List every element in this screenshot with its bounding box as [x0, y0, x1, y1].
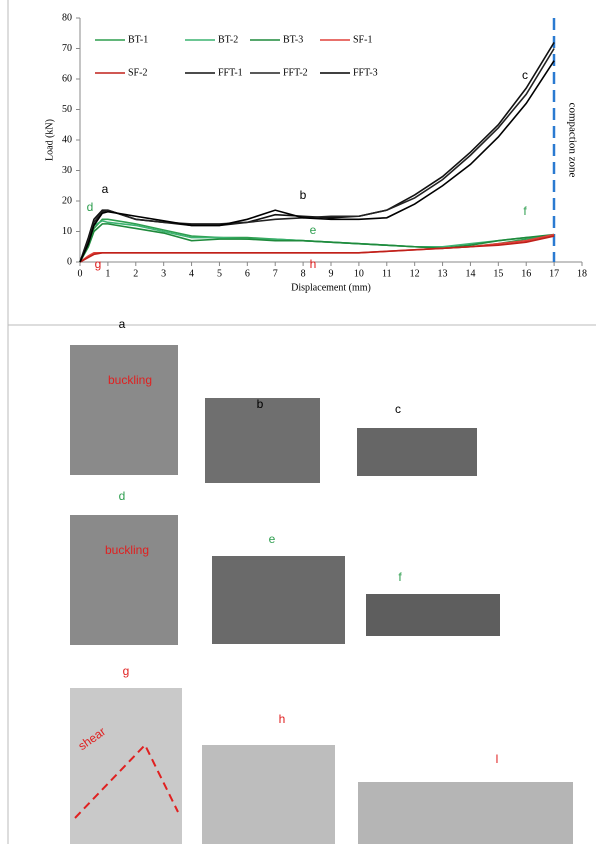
photo [366, 594, 500, 636]
photo-note: buckling [105, 543, 149, 557]
annotation: compaction zone [566, 103, 578, 178]
x-tick-label: 9 [329, 268, 334, 279]
photo [357, 428, 477, 476]
series-line [80, 49, 554, 263]
annotation: d [87, 200, 94, 214]
x-tick-label: 17 [549, 268, 559, 279]
photo-label: l [496, 752, 499, 766]
y-tick-label: 60 [62, 73, 72, 84]
x-tick-label: 7 [273, 268, 278, 279]
legend-label: BT-3 [283, 34, 303, 45]
x-tick-label: 11 [382, 268, 392, 279]
y-tick-label: 0 [67, 256, 72, 267]
annotation: a [102, 182, 109, 196]
photo-label: d [119, 489, 126, 503]
legend-label: FFT-1 [218, 67, 243, 78]
photos [70, 345, 573, 844]
x-tick-label: 6 [245, 268, 250, 279]
x-tick-label: 16 [521, 268, 531, 279]
y-tick-label: 70 [62, 43, 72, 54]
y-tick-label: 80 [62, 12, 72, 23]
x-tick-label: 12 [410, 268, 420, 279]
legend-label: SF-2 [128, 67, 147, 78]
x-tick-label: 4 [189, 268, 194, 279]
y-tick-label: 20 [62, 195, 72, 206]
figure: 0123456789101112131415161718010203040506… [0, 0, 596, 844]
x-tick-label: 14 [465, 268, 475, 279]
photo [358, 782, 573, 844]
annotation: f [523, 204, 527, 218]
legend-label: FFT-3 [353, 67, 378, 78]
photo [212, 556, 345, 644]
photo-note: buckling [108, 373, 152, 387]
series-line [80, 236, 554, 262]
y-tick-label: 50 [62, 104, 72, 115]
photo [70, 345, 178, 475]
x-tick-label: 13 [438, 268, 448, 279]
x-axis-label: Displacement (mm) [291, 282, 371, 293]
x-tick-label: 2 [133, 268, 138, 279]
x-tick-label: 3 [161, 268, 166, 279]
x-tick-label: 5 [217, 268, 222, 279]
photo-label: c [395, 402, 401, 416]
annotation: g [95, 257, 102, 271]
series-line [80, 61, 554, 262]
series-line [80, 224, 554, 262]
y-tick-label: 30 [62, 165, 72, 176]
y-tick-label: 40 [62, 134, 72, 145]
legend-label: BT-2 [218, 34, 238, 45]
series-line [80, 235, 554, 262]
photo [70, 515, 178, 645]
legend-label: SF-1 [353, 34, 372, 45]
annotation: c [522, 68, 528, 82]
photo-label: g [123, 664, 130, 678]
x-tick-label: 1 [105, 268, 110, 279]
photo-label: e [269, 532, 276, 546]
photo-label: f [398, 570, 402, 584]
annotation: h [310, 257, 317, 271]
x-tick-label: 15 [493, 268, 503, 279]
annotation: b [300, 188, 307, 202]
legend-label: BT-1 [128, 34, 148, 45]
legend-label: FFT-2 [283, 67, 308, 78]
photo-label: h [279, 712, 286, 726]
x-tick-label: 18 [577, 268, 587, 279]
x-tick-label: 8 [301, 268, 306, 279]
x-tick-label: 10 [354, 268, 364, 279]
annotation: e [310, 223, 317, 237]
photo-label: a [119, 317, 126, 331]
photo-label: b [257, 397, 264, 411]
y-axis-label: Load (kN) [44, 119, 55, 161]
photo [202, 745, 335, 844]
x-tick-label: 0 [78, 268, 83, 279]
y-tick-label: 10 [62, 226, 72, 237]
